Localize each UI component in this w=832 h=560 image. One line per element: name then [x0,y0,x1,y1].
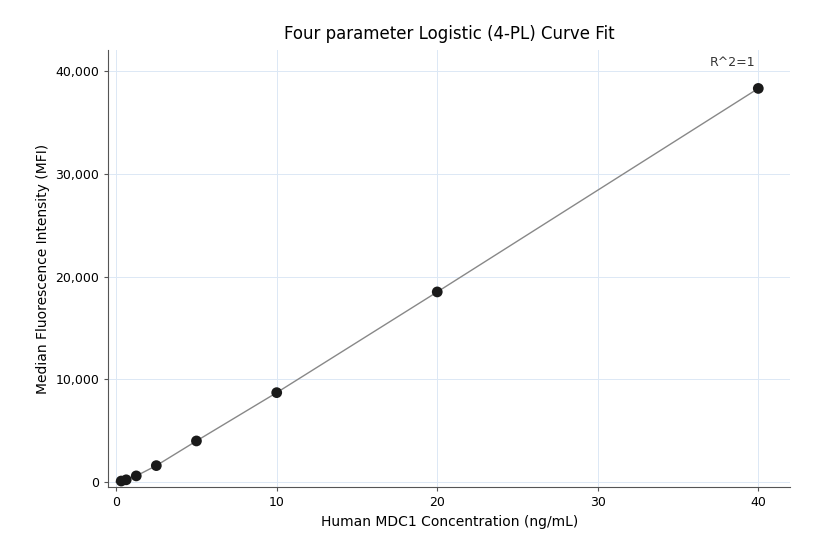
Point [150,461,163,470]
Text: R^2=1: R^2=1 [710,56,755,69]
Point [190,436,203,445]
Point [130,472,143,480]
Y-axis label: Median Fluorescence Intensity (MFI): Median Fluorescence Intensity (MFI) [36,144,50,394]
Title: Four parameter Logistic (4-PL) Curve Fit: Four parameter Logistic (4-PL) Curve Fit [284,25,615,43]
Point [115,477,128,486]
X-axis label: Human MDC1 Concentration (ng/mL): Human MDC1 Concentration (ng/mL) [320,515,578,529]
Point [751,84,765,93]
Point [431,287,444,296]
Point [270,388,284,397]
Point [120,475,133,484]
